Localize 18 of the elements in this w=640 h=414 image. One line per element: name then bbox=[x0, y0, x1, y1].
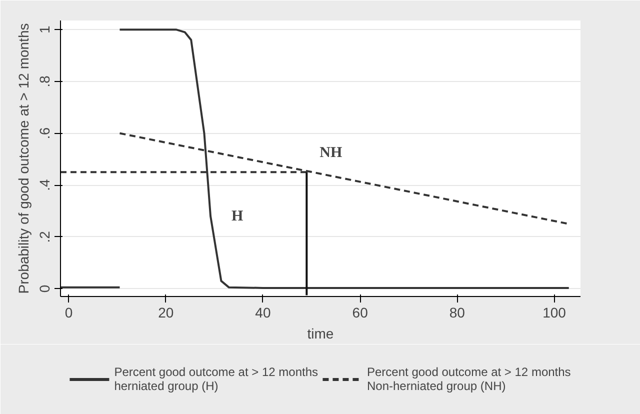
x-tick-label: 0 bbox=[64, 304, 73, 320]
y-tick-label: 0 bbox=[36, 284, 52, 293]
y-tick-label: .6 bbox=[36, 127, 52, 140]
x-tick-label: 20 bbox=[158, 304, 174, 320]
x-axis-title: time bbox=[307, 326, 334, 342]
annotation: H bbox=[231, 208, 244, 224]
legend-label: Percent good outcome at > 12 months herniated group (H) bbox=[114, 365, 318, 393]
y-tick-label: .8 bbox=[36, 75, 52, 88]
x-tick-label: 60 bbox=[352, 304, 368, 320]
y-tick-label: 1 bbox=[36, 25, 52, 34]
y-tick-label: .2 bbox=[36, 230, 52, 243]
x-tick-label: 40 bbox=[255, 304, 271, 320]
legend-label: Percent good outcome at > 12 months Non-herniated group (NH) bbox=[367, 365, 571, 393]
x-tick-label: 80 bbox=[449, 304, 466, 320]
y-tick-label: .4 bbox=[36, 179, 52, 191]
annotation: NH bbox=[320, 144, 342, 161]
x-tick-label: 100 bbox=[542, 304, 566, 320]
y-axis-title: Probability of good outcome at > 12 months bbox=[16, 23, 32, 294]
